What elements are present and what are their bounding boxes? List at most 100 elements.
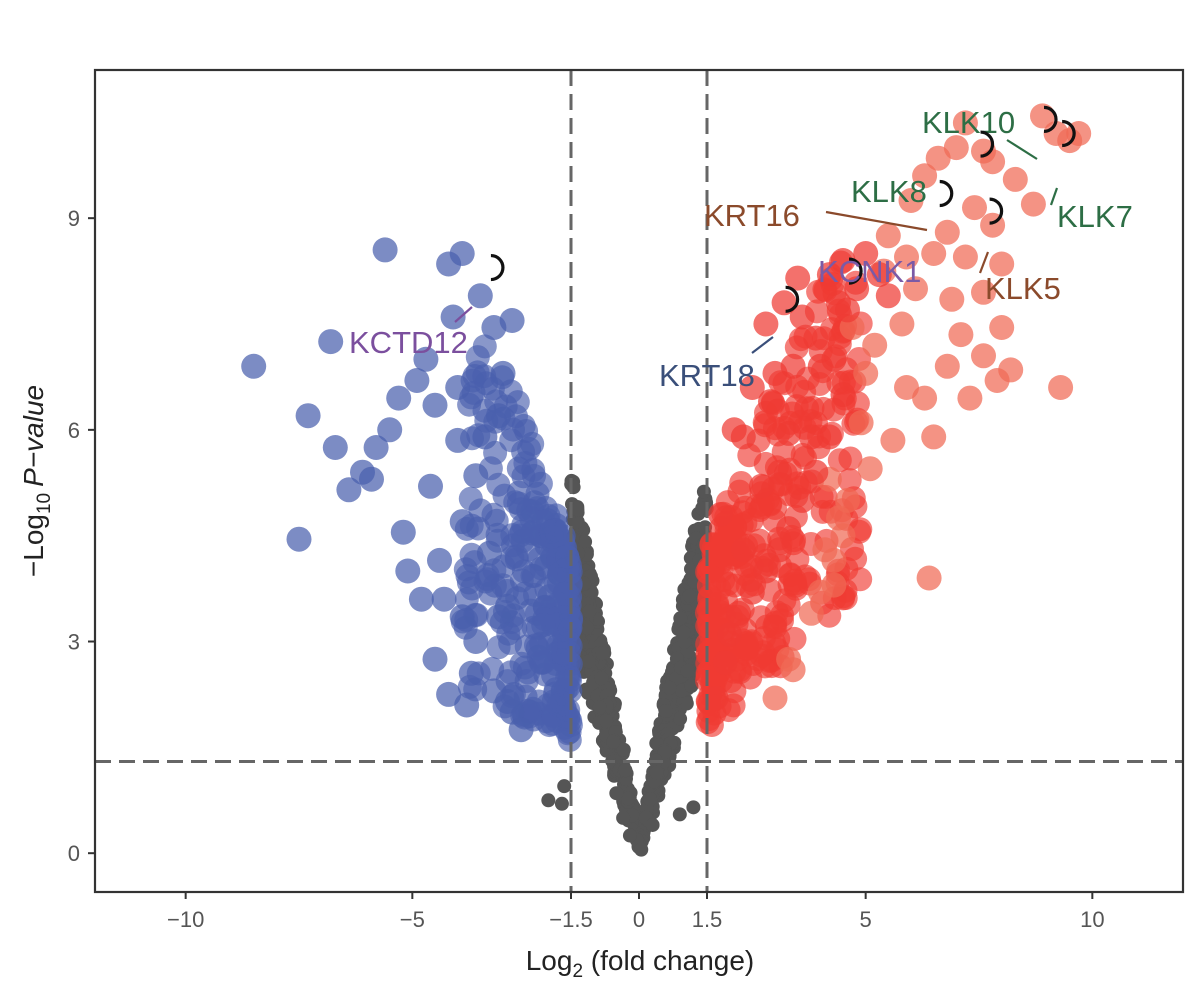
down-regulated-point — [440, 304, 466, 330]
ns-point — [566, 480, 581, 495]
up-regulated-point — [717, 622, 743, 647]
up-regulated-point — [843, 546, 868, 571]
down-regulated-point — [431, 586, 457, 612]
y-tick-label: 6 — [68, 418, 80, 443]
gene-label-klk5: KLK5 — [978, 197, 1061, 306]
up-regulated-point — [957, 385, 983, 411]
x-tick-label: −5 — [400, 907, 425, 932]
gene-label-kctd12: KCTD12 — [349, 253, 505, 360]
down-regulated-point — [499, 308, 525, 333]
ns-point — [582, 604, 597, 619]
ns-point — [682, 588, 697, 603]
up-regulated-point — [798, 424, 824, 450]
gene-label-kcnk1: KCNK1 — [818, 254, 921, 289]
down-regulated-point — [241, 353, 267, 379]
down-regulated-point — [531, 613, 556, 638]
gene-name: KLK8 — [851, 174, 927, 209]
leader-line — [454, 306, 473, 323]
up-regulated-point — [729, 471, 754, 495]
gene-label-klk8: KLK8 — [851, 130, 995, 209]
up-regulated-point — [1020, 191, 1046, 217]
up-regulated-point — [971, 279, 996, 305]
down-regulated-point — [485, 522, 510, 547]
up-regulated-point — [853, 360, 879, 386]
ns-point — [554, 796, 569, 811]
up-regulated-point — [980, 149, 1006, 175]
down-regulated-point — [422, 392, 448, 418]
up-regulated-point — [948, 322, 974, 348]
up-regulated-point — [989, 251, 1015, 277]
down-regulated-point — [555, 544, 580, 569]
down-regulated-point — [472, 424, 498, 450]
up-regulated-point — [780, 353, 806, 379]
down-regulated-point — [363, 435, 389, 460]
up-regulated-point — [939, 286, 965, 312]
leader-line — [1006, 139, 1038, 160]
ns-point — [621, 791, 635, 806]
up-regulated-point — [921, 241, 947, 266]
ns-point — [643, 792, 658, 807]
gene-name: KCTD12 — [349, 325, 468, 360]
up-regulated-point — [921, 424, 947, 450]
down-regulated-point — [445, 375, 471, 400]
ns-point — [541, 793, 556, 808]
up-regulated-point — [857, 456, 883, 482]
ns-point — [696, 484, 711, 499]
ns-point — [676, 625, 691, 640]
down-regulated-point — [454, 692, 480, 718]
up-regulated-point — [739, 375, 765, 400]
down-regulated-point — [413, 346, 439, 372]
down-regulated-point — [508, 717, 534, 743]
ns-point — [594, 671, 609, 686]
down-regulated-point — [395, 558, 421, 584]
up-regulated-point — [934, 353, 960, 379]
up-regulated-point — [826, 290, 851, 316]
down-regulated-point — [463, 463, 489, 489]
up-regulated-point — [830, 382, 856, 408]
gene-label-klk7: KLK7 — [1049, 119, 1133, 234]
up-regulated-point — [753, 311, 779, 337]
up-regulated-point — [776, 420, 802, 446]
up-regulated-point — [837, 468, 862, 493]
x-axis: −10 −5 −1.5 0 1.5 5 10 — [167, 892, 1105, 932]
y-axis-title: −Log10P−value — [18, 385, 55, 577]
y-tick-label: 0 — [68, 841, 80, 866]
down-regulated-point — [295, 403, 321, 429]
up-regulated-point — [803, 459, 829, 485]
x-tick-label: 10 — [1080, 907, 1104, 932]
up-regulated-point — [1048, 375, 1074, 400]
highlight-ring — [785, 285, 800, 313]
down-regulated-point — [336, 477, 362, 503]
down-regulated-point — [459, 542, 484, 567]
up-regulated-point — [952, 244, 978, 270]
down-regulated-point — [520, 431, 545, 456]
ns-point — [618, 763, 633, 778]
leader-line — [1049, 187, 1059, 206]
down-regulated-point — [495, 593, 520, 619]
leader-line — [825, 210, 928, 232]
highlight-ring — [848, 257, 863, 285]
up-regulated-point — [763, 615, 788, 640]
up-regulated-point — [1002, 166, 1028, 192]
up-regulated-point — [971, 343, 996, 369]
ns-point — [673, 611, 688, 626]
highlight-ring — [1043, 105, 1058, 133]
ns-point — [578, 534, 593, 549]
down-regulated-point — [386, 385, 412, 411]
up-regulated-point — [803, 325, 829, 351]
gene-labels: KLK10 KLK7 KLK8 KRT16 KLK5 KCNK1 KRT18 KCTD12 — [349, 105, 1133, 393]
down-regulated-point — [408, 586, 434, 612]
ns-point — [606, 734, 621, 749]
up-regulated-point — [989, 315, 1015, 340]
up-regulated-point — [695, 560, 720, 584]
down-regulated-point — [436, 681, 462, 707]
up-regulated-point — [739, 579, 765, 605]
down-regulated-point — [511, 464, 536, 489]
down-regulated-point — [465, 345, 490, 370]
x-axis-title: Log2 (fold change) — [526, 945, 755, 982]
down-regulated-point — [556, 640, 581, 665]
down-regulated-point — [509, 568, 534, 593]
up-regulated-point — [767, 537, 792, 563]
y-tick-label: 3 — [68, 630, 80, 655]
